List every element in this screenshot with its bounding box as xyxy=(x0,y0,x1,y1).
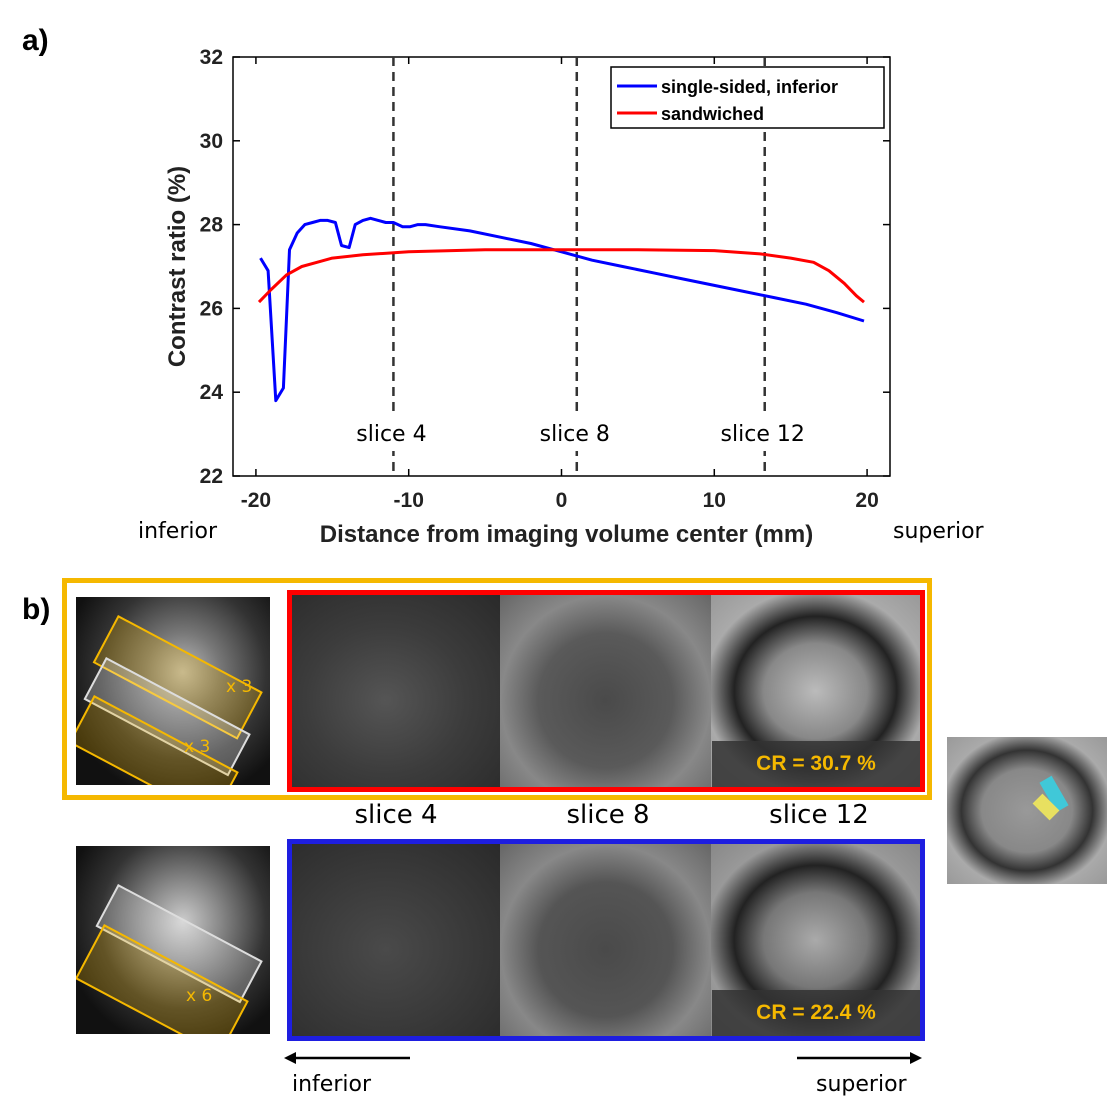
slice-marker-label: slice 8 xyxy=(540,422,610,447)
slice-marker-label-bg xyxy=(348,413,439,451)
x-tick-label: 10 xyxy=(703,489,726,512)
slice8-single xyxy=(500,844,711,1036)
slice4-sandwiched xyxy=(292,595,500,787)
cr-value-sandwiched: CR = 30.7 % xyxy=(712,741,920,787)
x-tick-label: 0 xyxy=(556,489,568,512)
cr-value-single: CR = 22.4 % xyxy=(712,990,920,1036)
sagittal-thumbnail-single: x 6 xyxy=(76,846,270,1034)
slice-marker-label: slice 12 xyxy=(721,422,805,447)
panel-b-label: b) xyxy=(22,593,51,626)
arrow-inferior-label: inferior xyxy=(292,1072,371,1097)
slice-marker-label-bg xyxy=(719,413,810,451)
y-tick-label: 32 xyxy=(200,46,223,69)
y-tick-label: 22 xyxy=(200,465,223,488)
slice12-sandwiched: CR = 30.7 % xyxy=(711,595,920,787)
slice12-title: slice 12 xyxy=(769,800,869,830)
slice12-single: CR = 22.4 % xyxy=(711,844,920,1036)
upper-slab-count: x 3 xyxy=(226,677,253,697)
single-sided-slices-frame xyxy=(287,839,925,1041)
y-axis-label: Contrast ratio (%) xyxy=(164,166,191,367)
x-axis-label: Distance from imaging volume center (mm) xyxy=(320,521,813,548)
superior-label: superior xyxy=(893,519,984,544)
y-tick-label: 28 xyxy=(200,214,224,237)
legend-box xyxy=(610,66,885,129)
inferior-arrow-head xyxy=(284,1052,296,1064)
slice-marker-label-bg xyxy=(531,413,622,451)
superior-arrow-head xyxy=(910,1052,922,1064)
roi-inset xyxy=(947,737,1107,884)
series-line-1 xyxy=(257,248,865,304)
slice8-title: slice 8 xyxy=(566,800,650,830)
x-tick-label: -20 xyxy=(241,489,271,512)
slice4-title: slice 4 xyxy=(354,800,438,830)
slice-marker-label: slice 4 xyxy=(356,422,426,447)
legend-entry: single-sided, inferior xyxy=(661,77,838,97)
single-slab-count: x 6 xyxy=(186,986,213,1006)
x-tick-label: -10 xyxy=(394,489,424,512)
legend-entry: sandwiched xyxy=(661,104,764,124)
direction-arrows xyxy=(284,1052,922,1064)
slice8-sandwiched xyxy=(500,595,711,787)
sandwiched-slices-frame xyxy=(287,590,925,792)
inferior-label: inferior xyxy=(138,519,217,544)
series-line-0 xyxy=(259,216,865,403)
lower-slab-count: x 3 xyxy=(184,737,211,757)
contrast-ratio-chart: -20 -10 0 10 20 22 24 26 28 30 32 slice 4 slice 8 sli… xyxy=(164,46,891,548)
y-tick-label: 24 xyxy=(200,381,224,404)
arrow-superior-label: superior xyxy=(816,1072,907,1097)
slice4-single xyxy=(292,844,500,1036)
x-tick-label: 20 xyxy=(855,489,878,512)
sagittal-thumbnail-sandwiched: x 3 x 3 xyxy=(76,597,270,785)
y-tick-label: 26 xyxy=(200,297,223,320)
y-tick-label: 30 xyxy=(200,130,223,153)
sandwiched-frame xyxy=(62,578,932,800)
panel-a-label: a) xyxy=(22,24,49,57)
